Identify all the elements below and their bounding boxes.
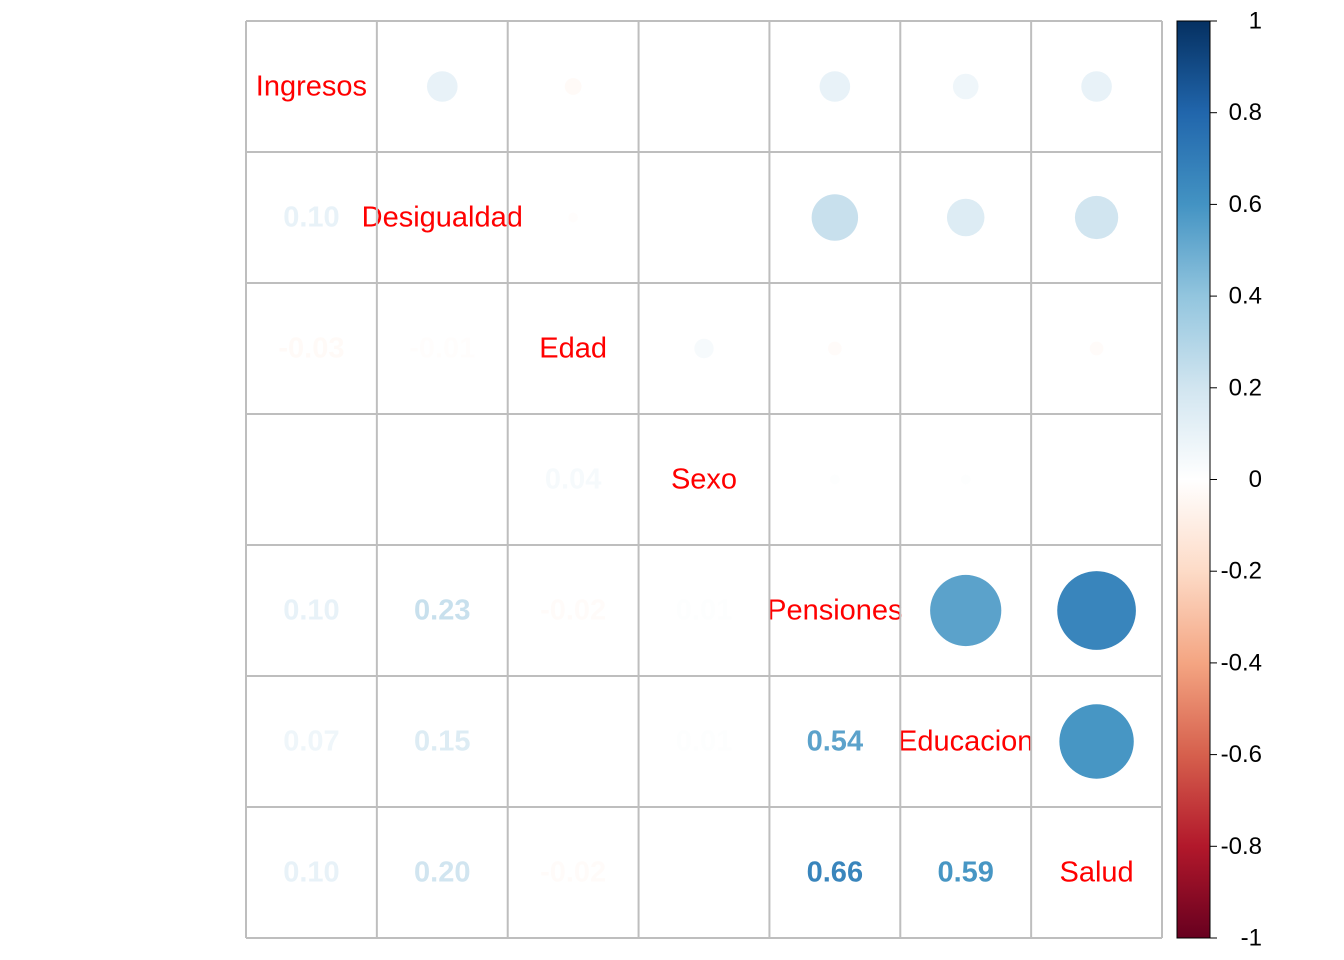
corr-value-educacion-sexo: 0.01: [676, 726, 732, 758]
corr-value-pensiones-ingresos: 0.10: [283, 595, 339, 627]
corr-value-edad-desigualdad: -0.01: [409, 333, 475, 365]
plot-background: [246, 21, 1162, 938]
colorbar-tick-label: 1: [1249, 8, 1262, 35]
corr-value-sexo-ingresos: 0.00: [283, 464, 339, 496]
corr-circle-sexo-pensiones: [830, 474, 840, 485]
corr-value-sexo-edad: 0.04: [545, 464, 601, 496]
corr-circle-edad-sexo: [694, 338, 714, 359]
colorbar-tick-label: -1: [1241, 925, 1262, 952]
corr-circle-ingresos-desigualdad: [426, 71, 458, 102]
corr-value-pensiones-desigualdad: 0.23: [414, 595, 470, 627]
variable-label-salud: Salud: [1059, 857, 1133, 889]
corr-circle-desigualdad-edad: [568, 212, 578, 223]
corr-circle-desigualdad-salud: [1074, 195, 1119, 240]
corr-circle-edad-pensiones: [828, 341, 842, 356]
corr-value-pensiones-edad: -0.02: [540, 595, 606, 627]
variable-label-pensiones: Pensiones: [767, 595, 902, 627]
colorbar-tick-label: -0.8: [1221, 833, 1262, 860]
colorbar-bar: [1176, 20, 1211, 939]
colorbar-tick-label: 0: [1249, 466, 1262, 493]
corr-value-desigualdad-ingresos: 0.10: [283, 202, 339, 234]
corr-value-salud-educacion: 0.59: [937, 857, 993, 889]
matrix-gridlines: [245, 20, 1163, 939]
corr-circle-ingresos-salud: [1081, 71, 1112, 102]
variable-label-edad: Edad: [539, 333, 607, 365]
corr-value-pensiones-sexo: 0.01: [676, 595, 732, 627]
corr-value-edad-ingresos: -0.03: [278, 333, 344, 365]
corr-circle-desigualdad-educacion: [946, 198, 985, 237]
colorbar-tick-label: 0.2: [1229, 374, 1262, 401]
corr-value-sexo-desigualdad: 0.00: [414, 464, 470, 496]
colorbar-tick-label: -0.6: [1221, 741, 1262, 768]
corr-circle-pensiones-educacion: [930, 574, 1002, 647]
corr-value-educacion-ingresos: 0.07: [283, 726, 339, 758]
colorbar-tick-label: 0.8: [1229, 99, 1262, 126]
corr-value-educacion-edad: 0.00: [545, 726, 601, 758]
colorbar-tick-label: 0.6: [1229, 191, 1262, 218]
variable-label-educacion: Educacion: [898, 726, 1033, 758]
variable-label-sexo: Sexo: [671, 464, 737, 496]
colorbar-tick-label: 0.4: [1229, 283, 1262, 310]
corr-circle-educacion-salud: [1059, 704, 1134, 779]
corr-circle-sexo-educacion: [960, 474, 971, 485]
corr-circle-ingresos-pensiones: [819, 71, 851, 102]
variable-label-desigualdad: Desigualdad: [362, 202, 523, 234]
colorbar: 1 0.8 0.6 0.4 0.2 0 -0.2 -0.4 -0.6 -0.8 -1: [1176, 8, 1262, 952]
variable-label-ingresos: Ingresos: [256, 71, 367, 103]
corr-value-salud-sexo: 0.00: [676, 857, 732, 889]
corr-circle-ingresos-edad: [564, 78, 582, 95]
corr-value-salud-ingresos: 0.10: [283, 857, 339, 889]
corr-value-salud-pensiones: 0.66: [807, 857, 863, 889]
corr-circle-desigualdad-pensiones: [811, 194, 859, 241]
corr-circle-ingresos-educacion: [952, 73, 979, 100]
colorbar-tick-label: -0.4: [1221, 649, 1262, 676]
corr-value-salud-desigualdad: 0.20: [414, 857, 470, 889]
corr-circle-edad-salud: [1089, 341, 1104, 356]
corr-value-educacion-pensiones: 0.54: [807, 726, 863, 758]
corr-value-salud-edad: -0.02: [540, 857, 606, 889]
colorbar-tick-label: -0.2: [1221, 558, 1262, 585]
corr-value-educacion-desigualdad: 0.15: [414, 726, 470, 758]
matrix-cells: Ingresos 0.10 Desigualdad -0.03 -0.01 Edad 0.0…: [256, 71, 1136, 889]
corr-circle-pensiones-salud: [1057, 571, 1136, 650]
